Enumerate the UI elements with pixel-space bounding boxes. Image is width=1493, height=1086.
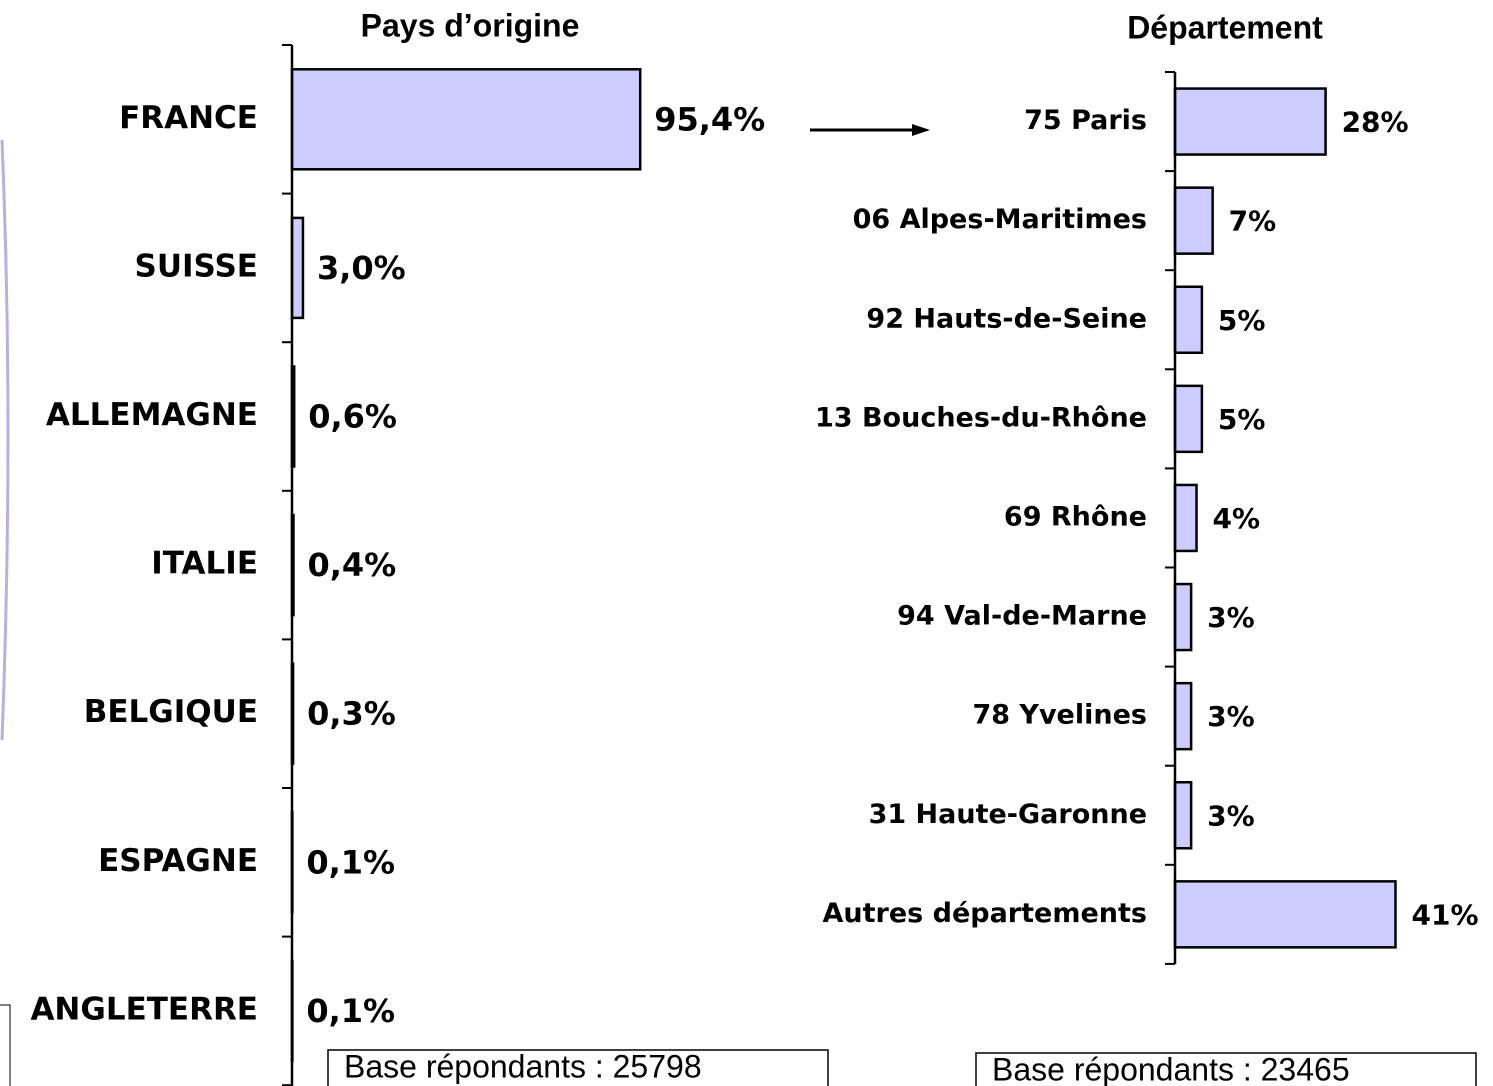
bar: [1173, 483, 1198, 553]
bar: [1173, 681, 1193, 751]
category-label: 75 Paris: [1024, 105, 1147, 136]
category-label: 92 Hauts-de-Seine: [866, 303, 1147, 334]
category-label: Autres départements: [823, 898, 1148, 929]
bar: [290, 68, 642, 171]
value-label: 0,1%: [306, 843, 395, 881]
category-label: 06 Alpes-Maritimes: [853, 204, 1147, 235]
category-label: 31 Haute-Garonne: [869, 799, 1147, 830]
category-label: ESPAGNE: [98, 843, 258, 879]
bar: [1173, 186, 1214, 255]
decoration: [0, 1004, 11, 1086]
value-label: 0,6%: [308, 398, 397, 436]
bar: [1173, 384, 1204, 454]
bar: [1173, 582, 1193, 652]
bar: [1173, 880, 1397, 949]
value-label: 3%: [1207, 700, 1255, 733]
category-label: SUISSE: [135, 248, 258, 284]
decoration: [0, 139, 10, 741]
value-label: 0,1%: [306, 992, 395, 1030]
category-label: ANGLETERRE: [30, 991, 258, 1027]
bar: [1173, 781, 1193, 850]
value-label: 3,0%: [317, 249, 406, 287]
bar: [1173, 87, 1327, 156]
category-label: 78 Yvelines: [972, 700, 1147, 731]
bar: [290, 216, 305, 320]
value-label: 7%: [1229, 205, 1277, 238]
category-label: FRANCE: [119, 100, 258, 136]
value-label: 41%: [1411, 898, 1478, 931]
category-label: 69 Rhône: [1004, 501, 1147, 532]
bar: [1173, 285, 1204, 354]
category-label: ITALIE: [151, 546, 258, 582]
value-label: 28%: [1342, 106, 1409, 139]
arrow-head: [912, 124, 930, 136]
value-label: 3%: [1207, 799, 1255, 832]
note: Base répondants : 25798: [344, 1048, 702, 1084]
value-label: 4%: [1213, 502, 1261, 535]
note-box: [327, 1049, 829, 1086]
value-label: 95,4%: [654, 100, 765, 138]
value-label: 5%: [1218, 403, 1266, 436]
category-label: BELGIQUE: [84, 694, 258, 730]
note-box: [975, 1052, 1477, 1086]
value-label: 3%: [1207, 601, 1255, 634]
chart-title: Département: [1127, 9, 1323, 45]
note: Base répondants : 23465: [992, 1051, 1350, 1086]
category-label: 94 Val-de-Marne: [897, 601, 1147, 632]
value-label: 0,3%: [307, 695, 396, 733]
chart-title: Pays d’origine: [361, 7, 580, 43]
category-label: 13 Bouches-du-Rhône: [815, 402, 1147, 433]
category-label: ALLEMAGNE: [46, 397, 258, 433]
value-label: 5%: [1218, 304, 1266, 337]
value-label: 0,4%: [307, 546, 396, 584]
